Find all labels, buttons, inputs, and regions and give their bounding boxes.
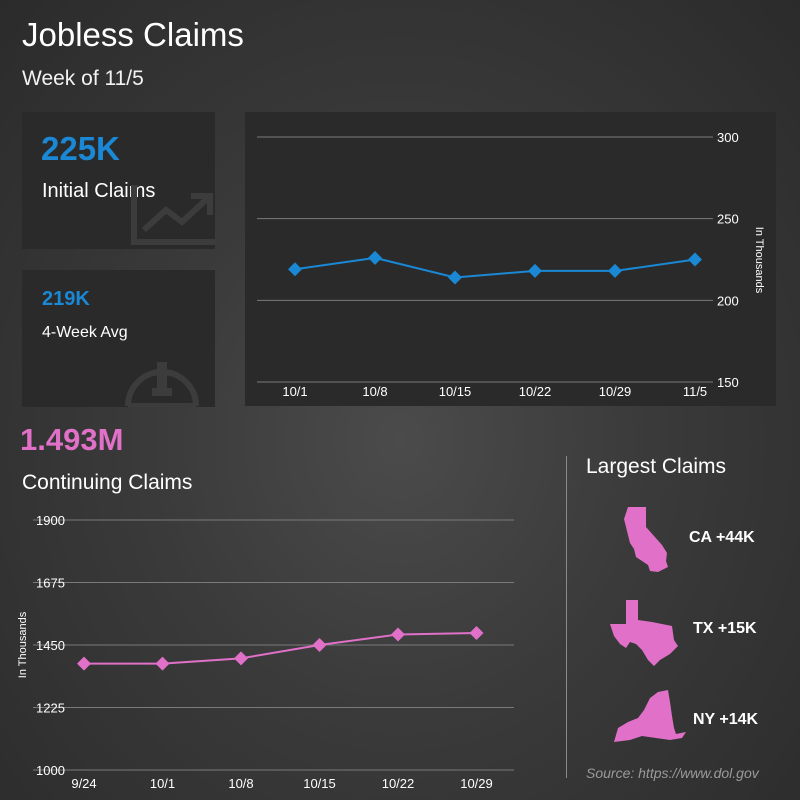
page-subtitle: Week of 11/5 xyxy=(22,67,144,90)
trending-up-chart-icon xyxy=(131,185,215,245)
continuing-claims-x-tick-label: 9/24 xyxy=(71,776,96,791)
initial-claims-x-tick-label: 10/22 xyxy=(519,384,552,399)
continuing-claims-data-point xyxy=(77,656,91,671)
initial-claims-x-tick-label: 11/5 xyxy=(683,384,707,399)
continuing-claims-title: Continuing Claims xyxy=(22,471,193,494)
largest-claims-ca: CA +44K xyxy=(689,529,755,546)
initial-claims-x-tick-label: 10/8 xyxy=(362,384,387,399)
continuing-claims-x-tick-label: 10/15 xyxy=(303,776,336,791)
continuing-claims-y-tick-label: 1000 xyxy=(36,763,65,778)
continuing-claims-x-tick-label: 10/22 xyxy=(382,776,415,791)
largest-claims-ny: NY +14K xyxy=(693,711,759,728)
four-week-avg-label: 4-Week Avg xyxy=(42,324,128,341)
initial-claims-x-tick-label: 10/29 xyxy=(599,384,632,399)
initial-claims-y-tick-label: 200 xyxy=(717,293,739,308)
initial-claims-data-point xyxy=(448,270,462,285)
continuing-claims-x-tick-label: 10/8 xyxy=(228,776,253,791)
initial-claims-data-point xyxy=(528,263,542,278)
continuing-claims-value: 1.493M xyxy=(20,422,124,457)
initial-claims-card: 225K Initial Claims xyxy=(22,112,215,249)
initial-claims-series-line xyxy=(294,256,696,279)
initial-claims-y-tick-label: 150 xyxy=(717,375,739,390)
initial-claims-chart: 150 200 250 300 10/1 10/8 10/15 10/22 10/29 11/5 I… xyxy=(257,130,765,399)
initial-claims-data-point xyxy=(688,252,702,267)
continuing-claims-data-point xyxy=(312,638,327,652)
continuing-claims-chart: 1000 1225 1450 1675 1900 9/24 10/1 10/8 10/15 10/… xyxy=(17,513,514,791)
continuing-claims-x-tick-label: 10/29 xyxy=(460,776,493,791)
continuing-claims-series-line xyxy=(84,632,477,665)
page-title: Jobless Claims xyxy=(22,16,244,53)
gauge-icon xyxy=(125,362,199,407)
initial-claims-label: Initial Claims xyxy=(42,180,156,202)
continuing-claims-data-point xyxy=(155,656,170,671)
initial-claims-y-axis-title: In Thousands xyxy=(753,227,765,294)
continuing-claims-y-tick-label: 1225 xyxy=(36,701,65,716)
panel-divider xyxy=(566,456,567,778)
new-york-map-icon xyxy=(614,690,686,742)
continuing-claims-y-tick-label: 1900 xyxy=(36,513,65,528)
continuing-claims-data-point xyxy=(234,651,248,666)
texas-map-icon xyxy=(610,600,678,666)
initial-claims-x-tick-label: 10/1 xyxy=(282,384,307,399)
continuing-claims-data-point xyxy=(469,626,484,641)
initial-claims-data-point xyxy=(368,250,382,265)
initial-claims-value: 225K xyxy=(41,130,120,167)
four-week-avg-value: 219K xyxy=(42,288,90,310)
continuing-claims-data-point xyxy=(391,627,405,642)
continuing-claims-y-tick-label: 1450 xyxy=(36,638,65,653)
california-map-icon xyxy=(624,507,668,572)
continuing-claims-x-tick-label: 10/1 xyxy=(150,776,175,791)
source-note: Source: https://www.dol.gov xyxy=(586,765,759,781)
continuing-claims-y-tick-label: 1675 xyxy=(36,576,65,591)
initial-claims-data-point xyxy=(608,263,622,278)
initial-claims-y-tick-label: 250 xyxy=(717,212,739,227)
initial-claims-x-tick-label: 10/15 xyxy=(439,384,472,399)
initial-claims-data-point xyxy=(288,262,302,277)
initial-claims-chart-card: 150 200 250 300 10/1 10/8 10/15 10/22 10/29 11/5 I… xyxy=(245,112,776,406)
four-week-avg-card: 219K 4-Week Avg xyxy=(22,270,215,407)
initial-claims-y-tick-label: 300 xyxy=(717,130,739,145)
largest-claims-title: Largest Claims xyxy=(586,455,727,478)
continuing-claims-y-axis-title: In Thousands xyxy=(17,611,29,678)
largest-claims-tx: TX +15K xyxy=(693,620,757,637)
